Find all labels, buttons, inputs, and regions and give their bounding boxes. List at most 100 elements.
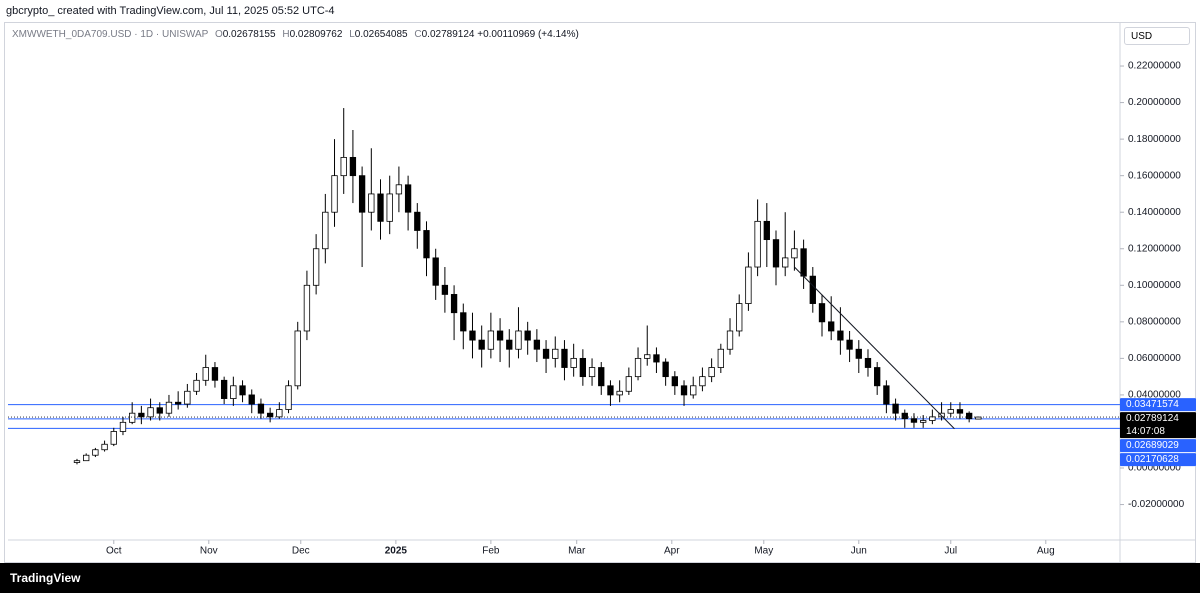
candle-body [469,330,476,341]
candle-body [156,407,163,414]
candle-body [312,248,320,286]
candle-body [460,312,467,332]
candle-body [496,330,504,341]
candle-body [257,403,265,414]
candle-body [101,443,108,451]
candle-body [129,412,136,423]
candle-body [920,420,927,423]
candle-body [92,449,99,456]
candle-body [478,339,485,350]
x-tick-label: Jul [944,546,957,557]
candle-body [745,266,752,304]
candle-body [184,390,191,405]
x-tick-label: Dec [292,546,310,557]
candle-body [883,385,890,405]
candle-body [423,230,430,259]
candle-body [662,361,669,378]
ohlc-key: C [414,29,422,40]
candle-body [414,211,421,231]
candle-body [368,193,375,213]
candle-body [607,385,614,396]
candle-body [83,454,90,462]
candle-body [248,394,255,405]
candle-body [404,184,412,213]
candle-body [708,367,715,378]
candle-body [644,354,651,359]
candle-body [552,348,559,359]
ohlc-value: 0.02654085 [354,29,408,40]
x-tick-label: Aug [1037,546,1055,557]
candle-body [782,257,789,268]
x-tick-label: May [754,546,773,557]
price-tag-label: 0.02789124 [1126,413,1179,424]
candle-body [110,431,117,445]
candle-body [138,412,145,418]
chart: -0.020000000.000000000.020000000.0400000… [8,22,1196,563]
y-tick-label: 0.18000000 [1128,134,1181,145]
x-tick-label: Feb [482,546,500,557]
y-tick-label: 0.12000000 [1128,243,1181,254]
candle-body [276,409,283,418]
y-tick-label: 0.00000000 [1128,463,1181,474]
candle-body [947,409,954,414]
x-tick-label: Oct [106,546,122,557]
y-tick-label: 0.04000000 [1128,390,1181,401]
candle-body [625,376,633,392]
currency-button[interactable]: USD [1124,27,1190,45]
candle-body [570,357,577,368]
candle-body [322,211,329,250]
y-tick-label: 0.20000000 [1128,97,1181,108]
brand: TradingView [10,571,81,585]
candle-body [441,284,449,295]
candle-body [975,416,982,420]
caption: gbcrypto_ created with TradingView.com, … [6,5,335,17]
candle-body [965,412,973,420]
y-tick-label: 0.22000000 [1128,61,1181,72]
ohlc-value: 0.02789124 [421,29,475,40]
candle-body [800,248,807,277]
candle-body [294,330,301,387]
x-tick-label: Nov [200,546,218,557]
candle-body [220,379,228,399]
candle-body [524,330,531,341]
price-tag-label: 0.03471574 [1126,399,1179,410]
candle-body [837,330,844,341]
candle-body [680,385,688,396]
candle-body [616,390,623,396]
y-tick-label: 0.16000000 [1128,170,1181,181]
price-tag [1120,412,1196,439]
symbol: XMWWETH_0DA709.USD · 1D · UNISWAP [12,29,209,40]
candle-body [561,348,568,368]
caption-bar: gbcrypto_ created with TradingView.com, … [0,0,1200,22]
candle-body [349,156,357,177]
candle-body [763,220,770,241]
candle-body [588,367,596,378]
candle-body [828,321,835,332]
candle-body [754,220,761,268]
candle-body [487,330,495,350]
candle-body [331,175,338,213]
candle-body [579,357,587,378]
y-tick-label: 0.14000000 [1128,207,1181,218]
change: +0.00110969 (+4.14%) [477,29,579,40]
candle-body [285,385,292,410]
candle-body [690,385,697,396]
candle-body [910,418,918,423]
candle-body [892,403,899,414]
candle-body [653,354,660,363]
candle-body [147,407,154,418]
candle-body [818,303,826,323]
candle-body [736,303,743,332]
x-tick-label: Apr [664,546,680,557]
candle-body [533,339,541,350]
price-tag [1120,453,1196,467]
candle-body [846,339,853,350]
candle-body [174,401,182,405]
candle-body [809,275,816,304]
candle-body [358,175,366,213]
ohlc-key: H [282,29,290,40]
price-tag-label: 0.02689029 [1126,440,1179,451]
candle-body [303,284,311,332]
candle-body [791,248,798,259]
price-tag-label: 0.02170628 [1126,454,1179,465]
